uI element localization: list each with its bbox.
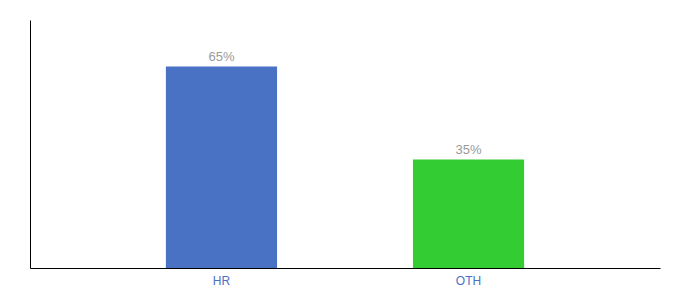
x-axis: HR OTH	[31, 268, 661, 288]
bars	[166, 67, 524, 269]
x-tick-label: HR	[213, 274, 231, 288]
bar	[166, 67, 277, 269]
plot-area: HR OTH 65% 35%	[31, 21, 661, 289]
data-label: 35%	[456, 142, 482, 157]
chart-svg: HR OTH 65% 35%	[0, 0, 680, 300]
x-tick-label: OTH	[456, 274, 481, 288]
x-tick: HR	[213, 268, 231, 288]
data-labels: 65% 35%	[208, 49, 482, 157]
chart-container: HR OTH 65% 35%	[0, 0, 680, 300]
y-axis	[30, 21, 31, 269]
x-axis-line	[31, 268, 661, 269]
bar	[413, 160, 524, 269]
y-axis-line	[30, 21, 31, 269]
x-tick: OTH	[456, 268, 481, 288]
data-label: 65%	[208, 49, 234, 64]
